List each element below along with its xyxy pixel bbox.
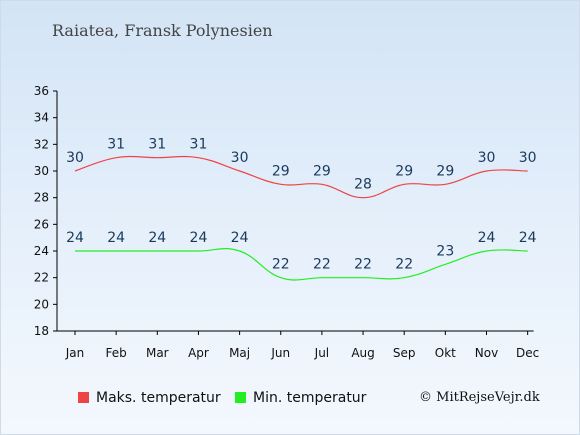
data-label-min: 24 (519, 230, 537, 246)
legend-swatch-max (78, 392, 89, 403)
y-tick-label: 24 (34, 244, 49, 258)
x-tick-label: Apr (188, 346, 209, 360)
x-tick-label: Okt (435, 346, 456, 360)
data-label-min: 24 (148, 230, 166, 246)
legend-label-min: Min. temperatur (253, 390, 367, 406)
x-tick-label: Dec (516, 346, 539, 360)
data-label-min: 24 (190, 230, 208, 246)
data-label-min: 22 (395, 257, 413, 273)
data-label-max: 29 (272, 163, 290, 179)
x-tick-label: Feb (106, 346, 127, 360)
data-label-min: 24 (107, 230, 125, 246)
data-label-min: 22 (354, 257, 372, 273)
y-tick-label: 34 (34, 111, 49, 125)
data-label-max: 31 (107, 137, 125, 153)
data-label-max: 29 (436, 163, 454, 179)
y-tick-label: 36 (34, 84, 49, 98)
data-label-min: 24 (66, 230, 84, 246)
x-tick-label: Maj (229, 346, 250, 360)
data-label-min: 24 (478, 230, 496, 246)
x-tick-label: Aug (351, 346, 374, 360)
data-label-max: 29 (395, 163, 413, 179)
legend-swatch-min (235, 392, 246, 403)
legend-item-max: Maks. temperatur (78, 390, 221, 406)
data-label-max: 30 (66, 150, 84, 166)
series-line-min (74, 248, 528, 281)
data-label-max: 30 (231, 150, 249, 166)
y-tick-label: 32 (34, 137, 49, 151)
data-label-max: 30 (519, 150, 537, 166)
y-tick-label: 20 (34, 297, 49, 311)
data-label-max: 30 (478, 150, 496, 166)
x-tick-label: Jun (270, 346, 290, 360)
y-tick-label: 18 (34, 324, 49, 338)
x-tick-label: Sep (393, 346, 416, 360)
data-label-max: 31 (190, 137, 208, 153)
x-tick-label: Jul (314, 346, 329, 360)
data-label-min: 23 (436, 243, 454, 259)
y-tick-label: 30 (34, 164, 49, 178)
data-label-min: 24 (231, 230, 249, 246)
y-tick-label: 26 (34, 217, 49, 231)
legend-label-max: Maks. temperatur (96, 390, 221, 406)
copyright-text: © MitRejseVejr.dk (419, 390, 540, 405)
data-label-max: 31 (148, 137, 166, 153)
legend-item-min: Min. temperatur (235, 390, 366, 406)
data-label-max: 28 (354, 177, 372, 193)
x-tick-label: Jan (65, 346, 85, 360)
data-label-max: 29 (313, 163, 331, 179)
data-label-min: 22 (272, 257, 290, 273)
chart-title: Raiatea, Fransk Polynesien (52, 21, 273, 40)
series-line-max (74, 155, 528, 199)
data-label-min: 22 (313, 257, 331, 273)
y-tick-label: 22 (34, 271, 49, 285)
x-tick-label: Mar (146, 346, 169, 360)
x-tick-label: Nov (475, 346, 498, 360)
y-tick-label: 28 (34, 191, 49, 205)
